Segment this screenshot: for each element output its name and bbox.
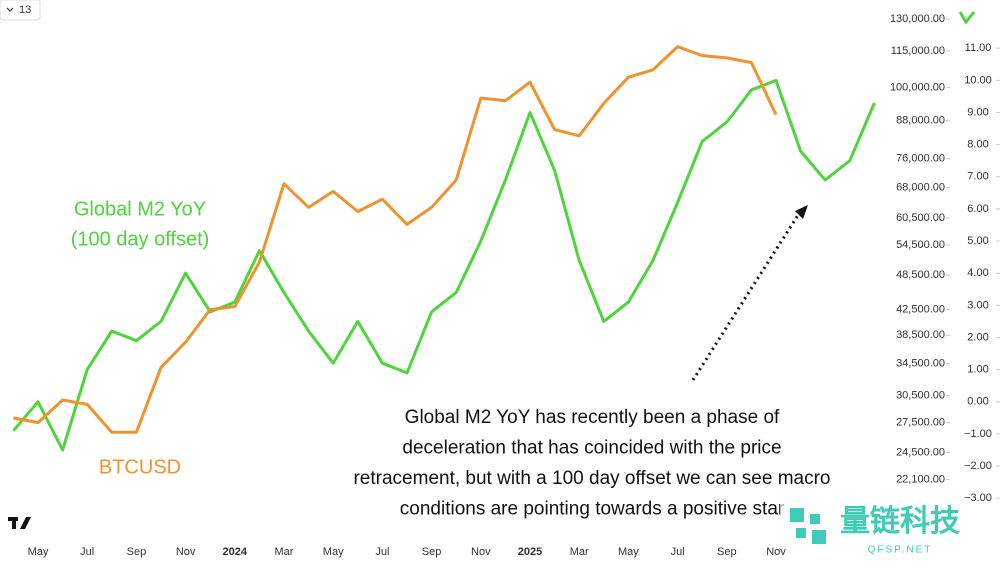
series-line bbox=[13, 45, 778, 434]
y-tick-label: 88,000.00 bbox=[896, 114, 945, 126]
y-tick-label: 27,500.00 bbox=[896, 417, 945, 429]
y2-tick-label: 4.00 bbox=[967, 267, 988, 279]
annotation-line: conditions are pointing towards a positi… bbox=[400, 499, 785, 520]
arrow bbox=[691, 211, 802, 381]
y-tick-label: 100,000.00 bbox=[890, 81, 945, 93]
x-tick-label: Jul bbox=[671, 546, 685, 558]
x-tick-label: May bbox=[28, 546, 49, 558]
m2-label: Global M2 YoY bbox=[74, 198, 206, 220]
y2-tick-label: −2.00 bbox=[964, 460, 992, 472]
y-tick-label: 22,100.00 bbox=[896, 473, 945, 485]
annotation-line: Global M2 YoY has recently been a phase … bbox=[405, 407, 780, 428]
watermark-subtitle: QFSP.NET bbox=[868, 545, 933, 556]
x-tick-label: Jul bbox=[375, 546, 389, 558]
y-tick-label: 76,000.00 bbox=[896, 153, 945, 165]
annotation-line: retracement, but with a 100 day offset w… bbox=[353, 468, 830, 489]
y2-tick-label: 3.00 bbox=[967, 299, 988, 311]
x-tick-label: Sep bbox=[422, 546, 442, 558]
toolbar-box[interactable] bbox=[0, 0, 41, 21]
annotation-line: deceleration that has coincided with the… bbox=[402, 438, 781, 459]
y-tick-label: 60,500.00 bbox=[896, 212, 945, 224]
btc-label: BTCUSD bbox=[99, 456, 181, 478]
x-tick-label: May bbox=[323, 546, 344, 558]
y-tick-label: 42,500.00 bbox=[896, 303, 945, 315]
y2-tick-label: 0.00 bbox=[967, 396, 988, 408]
x-tick-label: Sep bbox=[717, 546, 737, 558]
x-tick-label: May bbox=[618, 546, 639, 558]
y-tick-label: 68,000.00 bbox=[896, 181, 945, 193]
x-tick-label: Mar bbox=[570, 546, 589, 558]
y-tick-label: 48,500.00 bbox=[896, 269, 945, 281]
chevron-icon bbox=[6, 7, 14, 12]
y2-tick-label: 8.00 bbox=[967, 139, 988, 151]
y-tick-label: 30,500.00 bbox=[896, 390, 945, 402]
watermark: 量链科技 QFSP.NET bbox=[780, 498, 960, 556]
x-tick-label: Nov bbox=[471, 546, 491, 558]
y2-tick-label: −1.00 bbox=[964, 428, 992, 440]
y-tick-label: 34,500.00 bbox=[896, 358, 945, 370]
logo-icon bbox=[958, 11, 976, 25]
y2-tick-label: 9.00 bbox=[967, 106, 988, 118]
y2-tick-label: 1.00 bbox=[967, 364, 988, 376]
x-tick-label: 2025 bbox=[518, 546, 542, 558]
x-tick-label: Nov bbox=[176, 546, 196, 558]
y2-tick-label: −3.00 bbox=[964, 492, 992, 504]
x-tick-label: Jul bbox=[80, 546, 94, 558]
y-tick-label: 115,000.00 bbox=[891, 45, 945, 57]
plot bbox=[12, 45, 876, 452]
y2-tick-label: 7.00 bbox=[967, 171, 988, 183]
m2-label: (100 day offset) bbox=[71, 228, 210, 250]
x-tick-label: 2024 bbox=[223, 546, 248, 558]
toolbar-label: 13 bbox=[19, 4, 31, 16]
y2-tick-label: 6.00 bbox=[967, 203, 988, 215]
x-tick-label: Mar bbox=[275, 546, 294, 558]
x-tick-label: Nov bbox=[766, 546, 786, 558]
y2-tick-label: 10.00 bbox=[964, 74, 992, 86]
annotation: Global M2 YoY has recently been a phase … bbox=[353, 407, 830, 520]
y-tick-label: 130,000.00 bbox=[890, 13, 945, 25]
y2-tick-label: 2.00 bbox=[967, 331, 988, 343]
y-tick-label: 38,500.00 bbox=[896, 329, 945, 341]
series-line bbox=[12, 78, 876, 452]
y2-tick-label: 5.00 bbox=[967, 235, 988, 247]
tradingview-logo bbox=[8, 517, 31, 529]
arrow-head bbox=[795, 205, 808, 219]
y-tick-label: 24,500.00 bbox=[896, 447, 945, 459]
x-tick-label: Sep bbox=[127, 546, 147, 558]
watermark-title: 量链科技 bbox=[840, 504, 960, 538]
y-tick-label: 54,500.00 bbox=[896, 239, 945, 251]
y2-tick-label: 11.00 bbox=[965, 42, 992, 54]
